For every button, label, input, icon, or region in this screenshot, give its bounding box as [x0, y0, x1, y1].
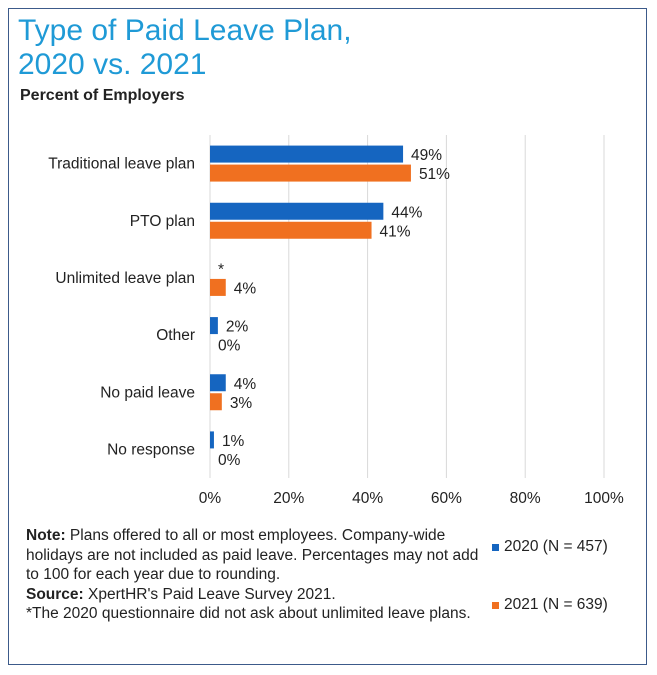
data-label: 1%	[222, 433, 245, 450]
footnote: *The 2020 questionnaire did not ask abou…	[26, 605, 471, 622]
bar-2020	[210, 317, 218, 335]
bar-chart: 0% 20% 40% 60% 80% 100% Traditional leave plan…	[48, 135, 624, 507]
data-label: 2%	[226, 319, 249, 336]
bar-2020	[210, 202, 384, 220]
data-label: 3%	[230, 395, 253, 412]
note-body: Plans offered to all or most employees. …	[26, 527, 479, 583]
data-label: 41%	[380, 223, 411, 240]
data-label: 49%	[411, 147, 442, 164]
x-tick-label: 0%	[199, 490, 222, 507]
data-label: 4%	[234, 376, 257, 393]
bar-2020	[210, 431, 214, 449]
category-label: No paid leave	[100, 384, 195, 401]
x-tick-label: 40%	[352, 490, 383, 507]
chart-frame	[8, 8, 647, 665]
category-label: No response	[107, 441, 195, 458]
source-label: Source:	[26, 585, 84, 603]
note-label: Note:	[26, 527, 66, 544]
legend-item-2021: 2021 (N = 639)	[492, 596, 608, 614]
category-label: PTO plan	[130, 213, 195, 230]
legend-label-2021: 2021 (N = 639)	[504, 596, 608, 613]
chart-title: Type of Paid Leave Plan, 2020 vs. 2021	[18, 14, 352, 82]
category-label: Traditional leave plan	[48, 156, 195, 173]
source-body: XpertHR's Paid Leave Survey 2021.	[83, 585, 336, 603]
data-label: 4%	[234, 280, 257, 297]
legend-item-2020: 2020 (N = 457)	[492, 538, 608, 556]
legend-swatch-2020	[492, 543, 499, 551]
x-tick-label: 80%	[510, 490, 541, 507]
x-tick-label: 20%	[273, 490, 304, 507]
x-tick-label: 100%	[584, 490, 624, 507]
source-text: Source: XpertHR's Paid Leave Survey 2021…	[26, 585, 481, 605]
legend-label-2020: 2020 (N = 457)	[504, 538, 608, 555]
bar-2021	[210, 278, 226, 296]
category-label: Unlimited leave plan	[55, 270, 195, 287]
chart-title-line1: Type of Paid Leave Plan,	[18, 14, 352, 47]
bar-2021	[210, 393, 222, 411]
chart-title-line2: 2020 vs. 2021	[18, 48, 207, 81]
data-label: 0%	[218, 338, 241, 355]
chart-subtitle: Percent of Employers	[20, 87, 185, 104]
bar-2020	[210, 374, 226, 392]
bar-2020	[210, 145, 404, 163]
x-tick-label: 60%	[431, 490, 462, 507]
legend-swatch-2021	[492, 601, 499, 609]
data-label: 0%	[218, 452, 241, 469]
category-label: Other	[156, 327, 195, 344]
notes-block: Note: Plans offered to all or most emplo…	[26, 526, 481, 624]
data-label: 44%	[391, 204, 422, 221]
note-text: Note: Plans offered to all or most emplo…	[26, 526, 481, 585]
data-label: 51%	[419, 166, 450, 183]
data-label: *	[218, 261, 224, 278]
bar-2021	[210, 221, 372, 239]
bar-2021	[210, 164, 411, 182]
